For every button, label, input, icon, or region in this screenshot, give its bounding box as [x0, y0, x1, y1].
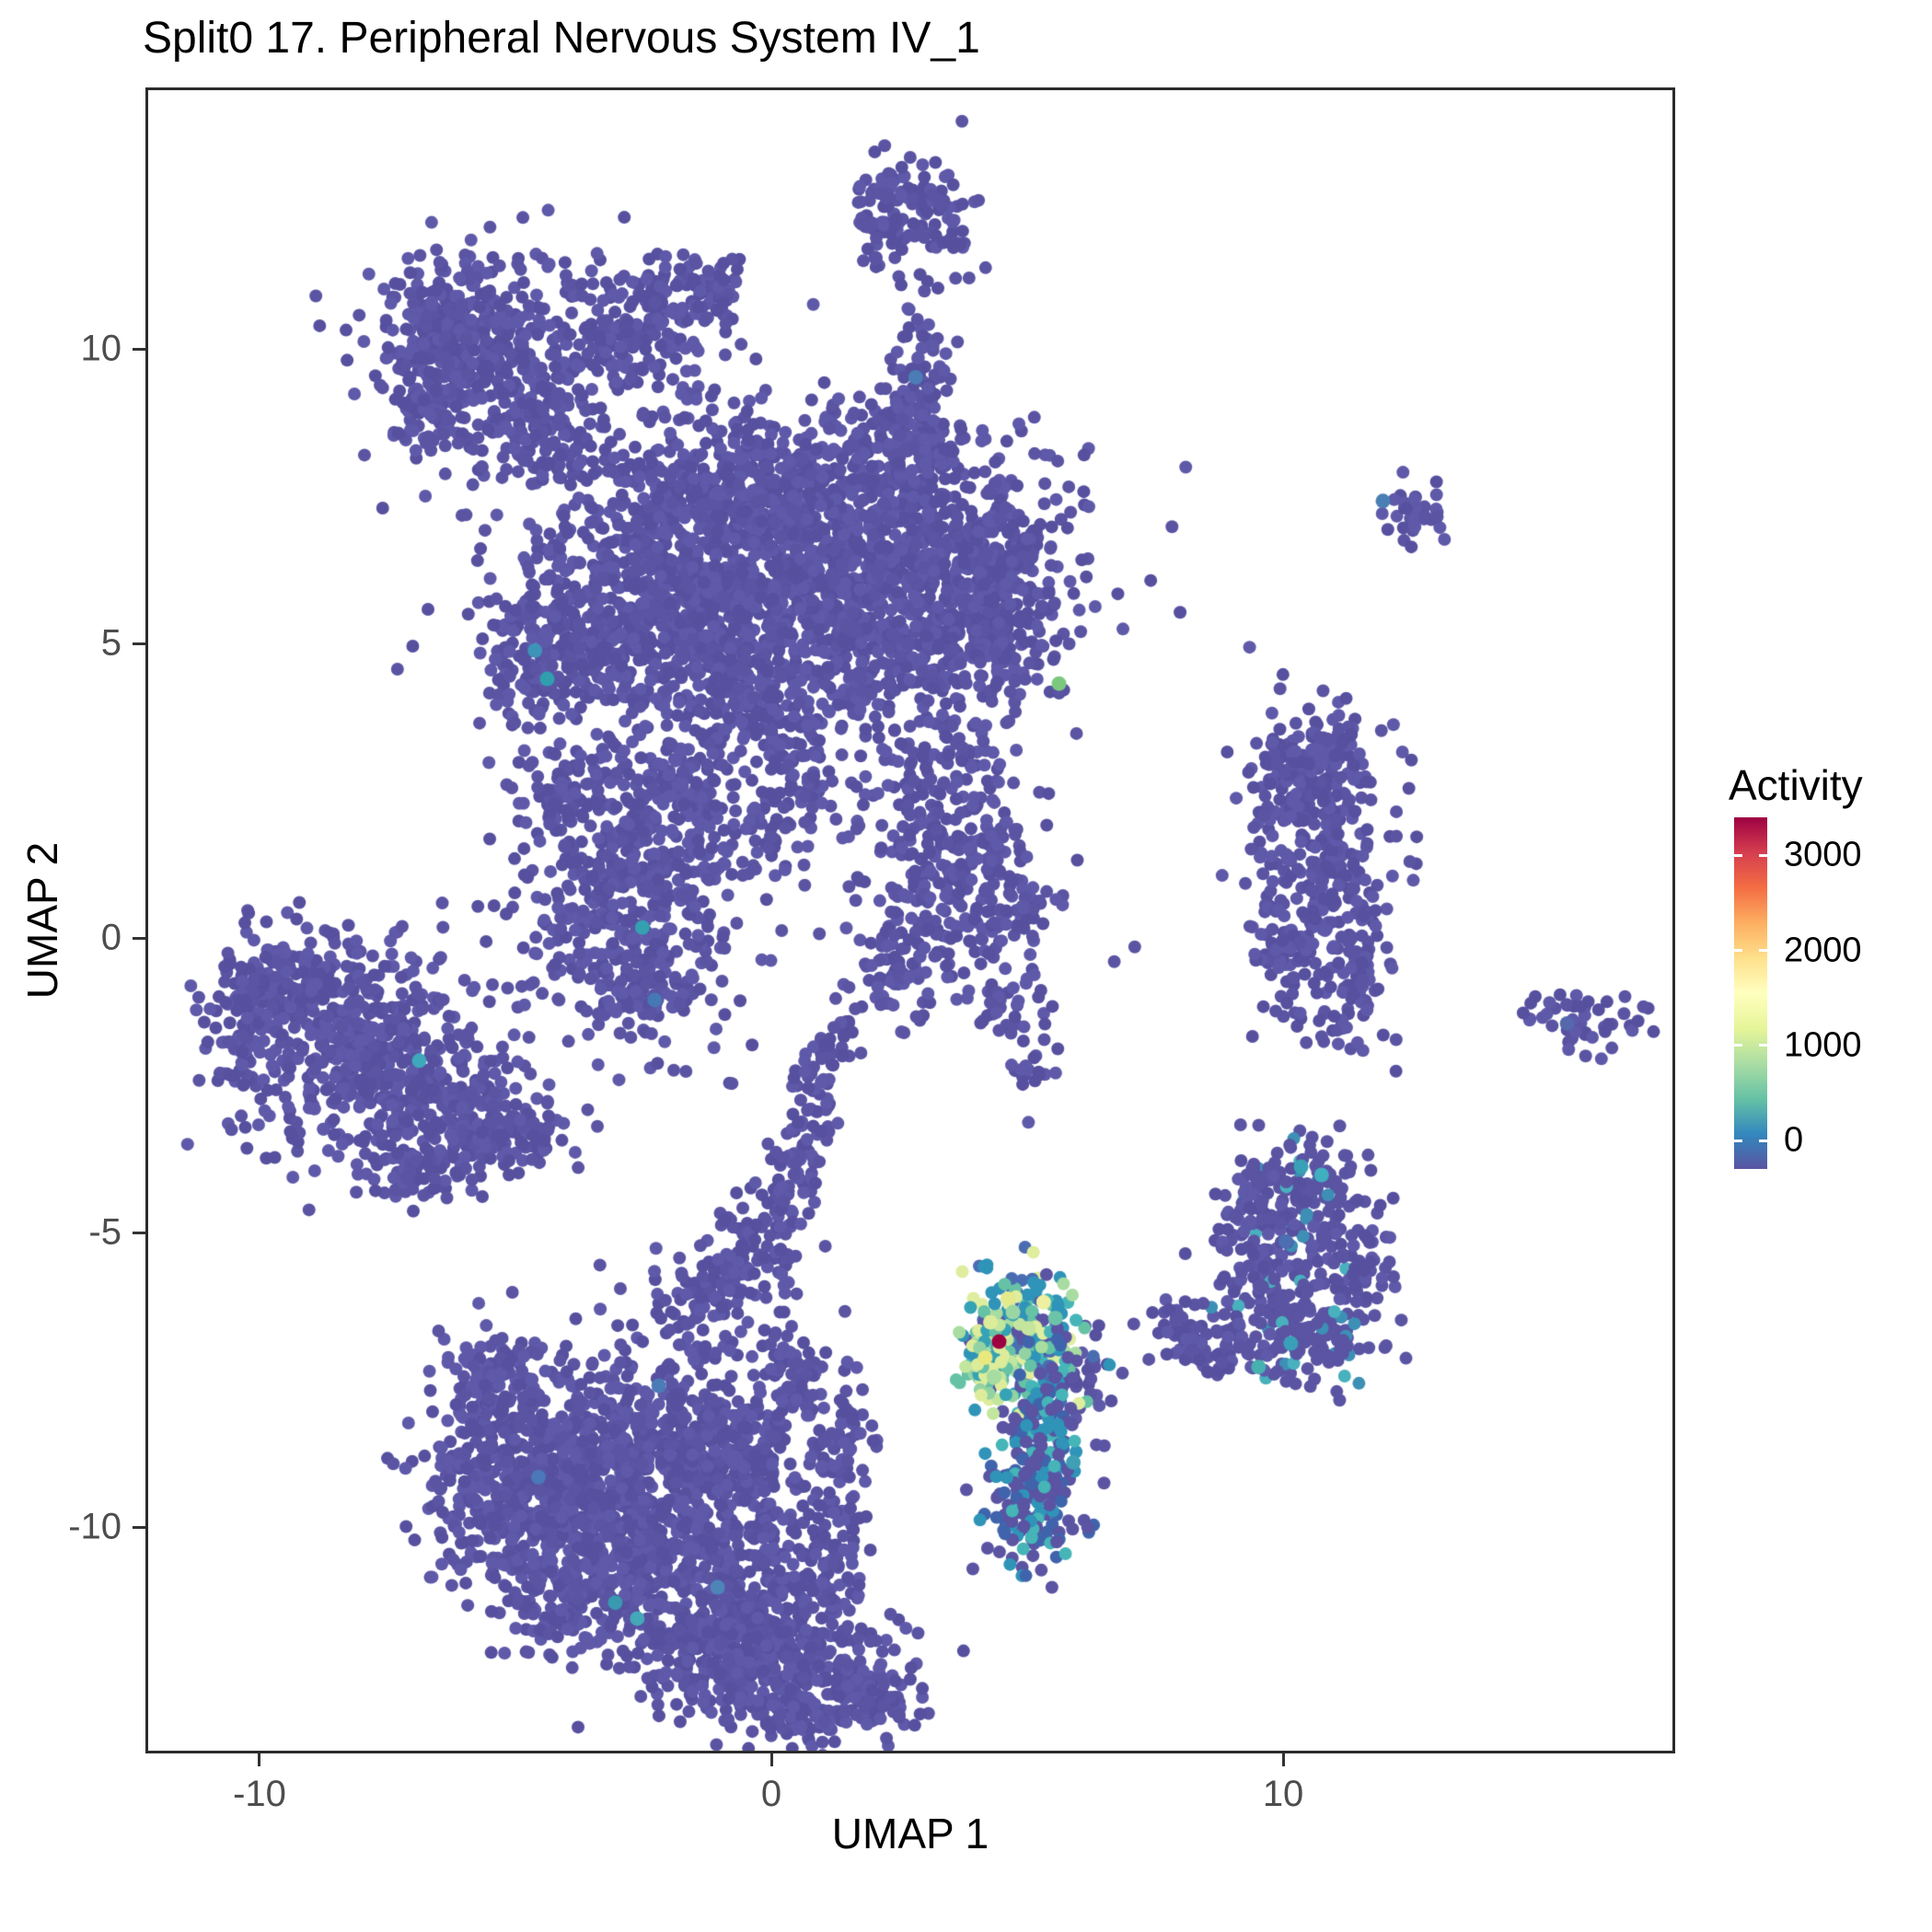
- y-tick-mark: [133, 347, 145, 351]
- y-tick-label: -5: [88, 1211, 121, 1253]
- legend-tick-mark: [1759, 949, 1767, 953]
- legend-tick-label: 3000: [1784, 835, 1862, 874]
- legend-tick-label: 0: [1784, 1120, 1804, 1160]
- y-axis-label: UMAP 2: [18, 841, 66, 1000]
- legend-tick-mark: [1734, 853, 1742, 857]
- y-tick-label: 0: [100, 917, 121, 958]
- legend-title: Activity: [1729, 761, 1863, 809]
- x-tick-label: 10: [1262, 1774, 1304, 1814]
- legend-tick-mark: [1759, 1139, 1767, 1142]
- legend-tick-mark: [1734, 1044, 1742, 1047]
- plot-title: Split0 17. Peripheral Nervous System IV_…: [143, 14, 980, 63]
- legend-tick-mark: [1759, 1044, 1767, 1047]
- legend-tick-mark: [1734, 1139, 1742, 1142]
- x-tick-label: 0: [760, 1774, 782, 1814]
- legend-colorbar: [1734, 817, 1767, 1169]
- legend-tick-label: 2000: [1784, 931, 1862, 970]
- x-tick-mark: [258, 1753, 261, 1766]
- x-tick-mark: [1281, 1753, 1285, 1766]
- legend-tick-mark: [1759, 853, 1767, 857]
- x-tick-mark: [769, 1753, 773, 1766]
- y-tick-mark: [133, 642, 145, 645]
- y-tick-label: 5: [100, 622, 121, 664]
- y-tick-mark: [133, 936, 145, 940]
- y-tick-label: -10: [68, 1506, 121, 1547]
- x-axis-label: UMAP 1: [831, 1810, 989, 1857]
- legend-tick-mark: [1734, 949, 1742, 953]
- y-tick-mark: [133, 1231, 145, 1234]
- legend-tick-label: 1000: [1784, 1025, 1862, 1065]
- x-tick-label: -10: [233, 1774, 286, 1814]
- y-tick-label: 10: [80, 328, 122, 369]
- umap-scatter-canvas: [145, 87, 1675, 1753]
- y-tick-mark: [133, 1525, 145, 1529]
